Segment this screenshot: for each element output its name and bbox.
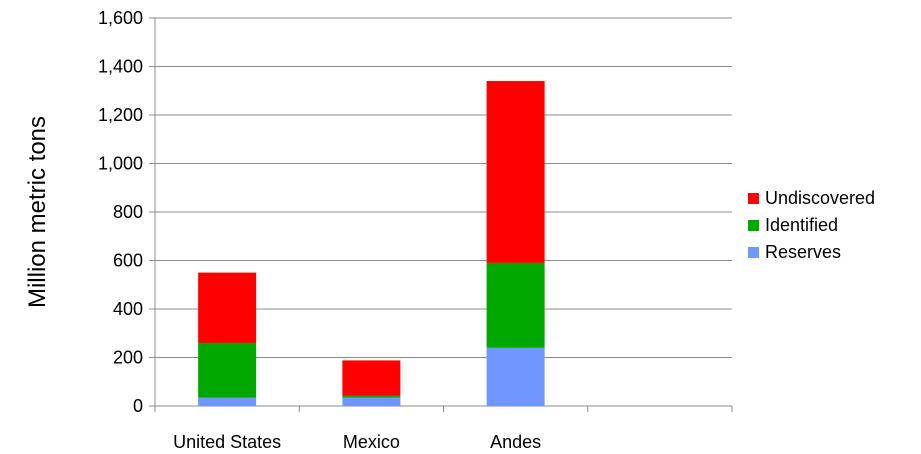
x-tick-label: Mexico [343, 432, 400, 452]
y-tick-label: 1,600 [98, 8, 143, 28]
y-tick-label: 1,200 [98, 105, 143, 125]
y-axis-title: Million metric tons [24, 116, 51, 308]
legend-item: Reserves [748, 239, 875, 266]
legend-item: Identified [748, 212, 875, 239]
y-tick-label: 600 [113, 251, 143, 271]
legend-label: Undiscovered [765, 188, 876, 208]
y-tick-label: 1,000 [98, 154, 143, 174]
legend-swatch [748, 220, 759, 231]
bar-reserves [342, 397, 401, 406]
legend-label: Identified [765, 215, 839, 235]
y-tick-label: 0 [133, 396, 143, 416]
x-tick-label: Andes [490, 432, 541, 452]
bar-reserves [486, 347, 545, 406]
bar-identified [486, 262, 545, 348]
legend: Undiscovered Identified Reserves [748, 185, 875, 266]
bar-undiscovered [486, 81, 545, 263]
x-tick-label: United States [173, 432, 281, 452]
y-tick-label: 1,400 [98, 57, 143, 77]
bar-undiscovered [342, 360, 401, 396]
legend-swatch [748, 193, 759, 204]
y-tick-label: 400 [113, 299, 143, 319]
bar-undiscovered [198, 272, 257, 343]
bar-reserves [198, 397, 257, 406]
legend-label: Reserves [765, 242, 842, 262]
bar-identified [342, 395, 401, 398]
y-tick-label: 800 [113, 202, 143, 222]
y-tick-label: 200 [113, 348, 143, 368]
legend-swatch [748, 247, 759, 258]
legend-item: Undiscovered [748, 185, 875, 212]
bar-identified [198, 342, 257, 398]
